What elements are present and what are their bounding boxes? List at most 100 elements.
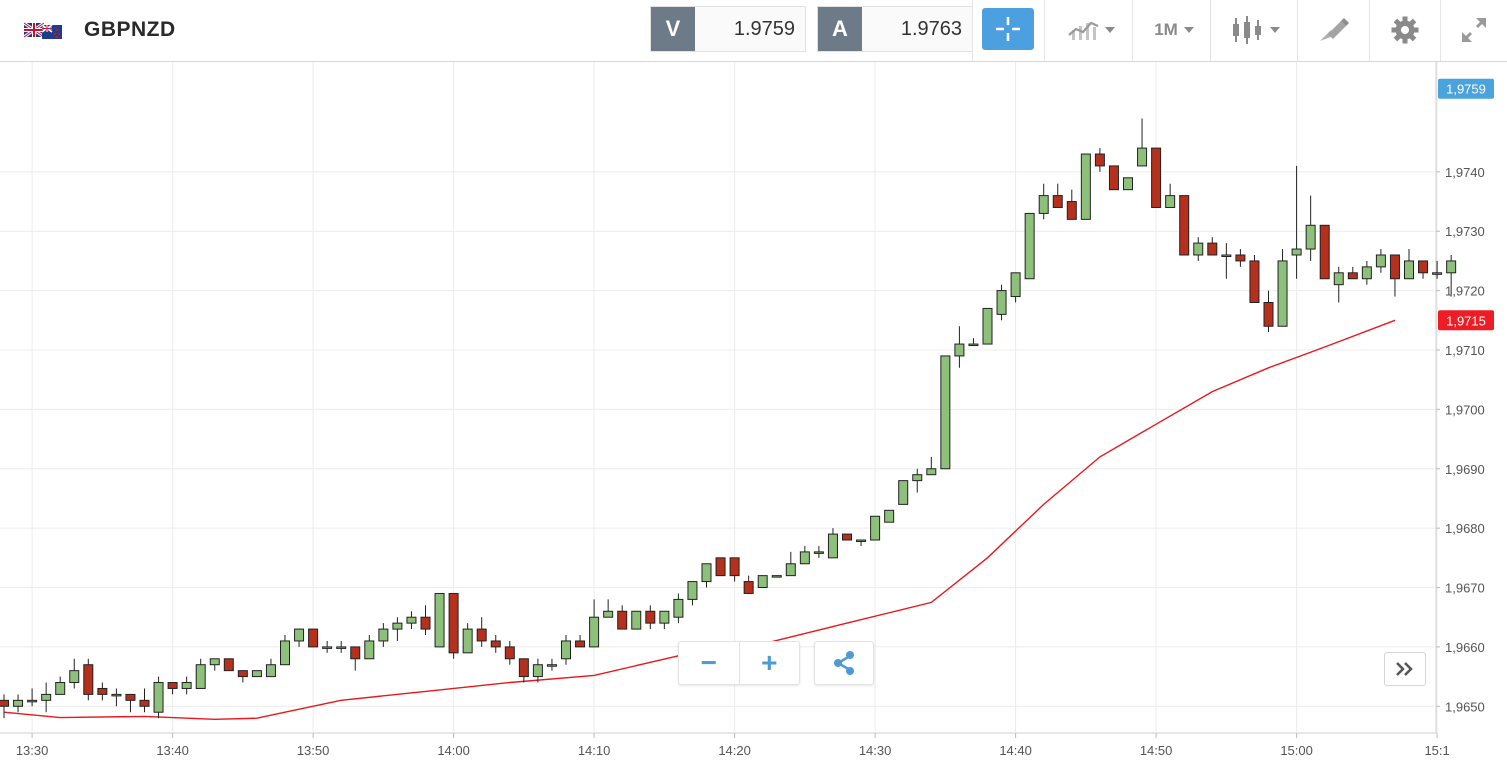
candle bbox=[1137, 118, 1148, 167]
candle-body bbox=[799, 551, 810, 565]
candle-body bbox=[13, 699, 24, 707]
symbol-title: GBPNZD bbox=[84, 18, 176, 41]
candle bbox=[490, 635, 501, 653]
candle bbox=[364, 635, 375, 660]
drawing-tools-button[interactable] bbox=[1306, 8, 1360, 52]
candle-body bbox=[743, 581, 754, 594]
candle-body bbox=[561, 640, 571, 660]
candle-body bbox=[1024, 212, 1035, 280]
candle bbox=[265, 658, 276, 678]
candle-body bbox=[532, 664, 543, 678]
candlestick-type-icon bbox=[1233, 16, 1261, 44]
candle bbox=[350, 646, 361, 671]
candle-body bbox=[715, 557, 726, 577]
y-tick-label: 1,9660 bbox=[1445, 640, 1485, 655]
candle bbox=[673, 593, 684, 624]
candle-body bbox=[1235, 254, 1246, 262]
current-price-tag: 1,9759 bbox=[1446, 82, 1486, 97]
candle bbox=[1347, 266, 1358, 280]
fullscreen-button[interactable] bbox=[1448, 8, 1500, 52]
x-tick-label: 14:00 bbox=[437, 743, 470, 758]
candle-type-button[interactable] bbox=[1222, 8, 1288, 52]
candle bbox=[771, 575, 782, 578]
candle-body bbox=[308, 628, 319, 648]
candle bbox=[1221, 243, 1232, 279]
candle bbox=[251, 670, 262, 678]
candle-body bbox=[870, 515, 881, 541]
candle bbox=[631, 610, 642, 630]
settings-button[interactable] bbox=[1378, 8, 1432, 52]
candle-body bbox=[336, 646, 347, 649]
candle-body bbox=[856, 539, 867, 543]
candle-body bbox=[97, 687, 108, 695]
price-chart[interactable]: 1,9650 1,9660 1,9670 1,9680 1,9690 1,9700 1,97… bbox=[0, 62, 1507, 772]
bid-quote[interactable]: V 1.9759 bbox=[650, 6, 806, 52]
candle bbox=[729, 557, 740, 582]
uk-nz-flag-icon bbox=[24, 21, 62, 39]
candle-body bbox=[813, 551, 824, 554]
candle-body bbox=[687, 581, 698, 600]
candle bbox=[1333, 266, 1344, 303]
drawing-tools-icon bbox=[1320, 18, 1349, 41]
candle-body bbox=[954, 343, 965, 357]
candle bbox=[1179, 195, 1190, 256]
candle bbox=[589, 599, 600, 648]
share-button[interactable] bbox=[814, 641, 874, 685]
candle-body bbox=[1080, 153, 1091, 220]
candle bbox=[504, 640, 515, 665]
chart-grid bbox=[0, 62, 1438, 734]
candle-body bbox=[701, 563, 712, 583]
candle bbox=[111, 688, 122, 707]
candle bbox=[954, 326, 965, 368]
candle-body bbox=[631, 610, 642, 630]
candle bbox=[1375, 249, 1386, 273]
candle bbox=[1446, 254, 1457, 297]
candle-body bbox=[434, 592, 445, 648]
timeframe-select[interactable]: 1M bbox=[1142, 8, 1206, 52]
x-tick-label: 14:50 bbox=[1140, 743, 1173, 758]
zoom-in-button[interactable]: + bbox=[738, 642, 800, 684]
zoom-controls: − + bbox=[678, 641, 800, 685]
candle-body bbox=[209, 658, 220, 666]
candle bbox=[378, 623, 389, 647]
candle bbox=[575, 635, 586, 648]
price-axis: 1,9650 1,9660 1,9670 1,9680 1,9690 1,9700 1,97… bbox=[1436, 165, 1485, 714]
candles-layer bbox=[0, 118, 1457, 719]
y-tick-label: 1,9650 bbox=[1445, 699, 1485, 714]
scroll-to-latest-button[interactable] bbox=[1384, 652, 1426, 686]
candle-body bbox=[476, 628, 487, 642]
ask-label: A bbox=[818, 7, 862, 51]
candle bbox=[0, 694, 9, 719]
candle-body bbox=[1432, 272, 1443, 275]
candle-body bbox=[1375, 254, 1386, 268]
candle-body bbox=[1038, 195, 1049, 214]
candle-body bbox=[1123, 177, 1133, 191]
candle bbox=[701, 563, 712, 588]
candle-body bbox=[659, 610, 670, 624]
candle bbox=[1263, 290, 1274, 333]
crosshair-icon bbox=[996, 17, 1020, 41]
candle bbox=[561, 635, 571, 665]
candle bbox=[996, 284, 1007, 321]
candle bbox=[55, 676, 66, 695]
zoom-out-button[interactable]: − bbox=[700, 647, 717, 678]
candle bbox=[1361, 260, 1372, 285]
candle bbox=[1418, 260, 1429, 279]
candle-body bbox=[926, 468, 937, 476]
candle-body bbox=[1333, 272, 1344, 286]
ask-value: 1.9763 bbox=[900, 17, 962, 40]
candle-body bbox=[575, 640, 586, 648]
crosshair-button[interactable] bbox=[982, 8, 1034, 50]
ask-quote[interactable]: A 1.9763 bbox=[817, 6, 973, 52]
candle-body bbox=[1221, 254, 1232, 257]
candle bbox=[181, 676, 192, 695]
candle-body bbox=[1291, 248, 1302, 256]
candle-body bbox=[251, 670, 262, 678]
candle bbox=[870, 515, 881, 541]
chart-type-line-button[interactable] bbox=[1058, 8, 1124, 52]
candle bbox=[69, 658, 80, 689]
candle-body bbox=[322, 646, 333, 649]
moving-average-tag-bg bbox=[1438, 310, 1494, 331]
candle-body bbox=[729, 557, 740, 577]
candle-body bbox=[181, 682, 192, 689]
